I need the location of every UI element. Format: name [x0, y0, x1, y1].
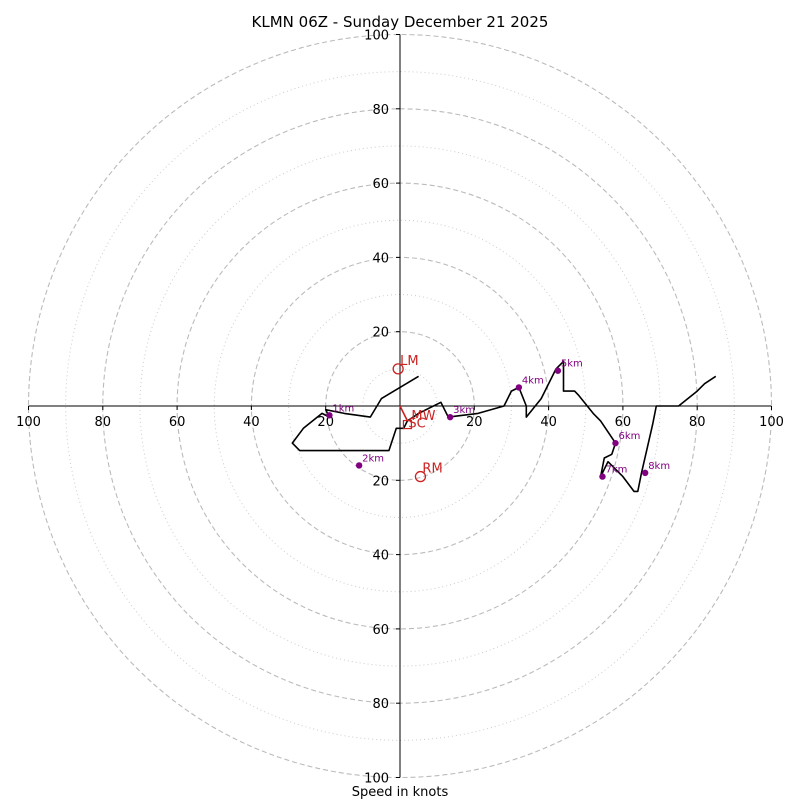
height-marker-6km — [612, 439, 619, 447]
height-marker-8km — [641, 469, 649, 477]
chart-title: KLMN 06Z - Sunday December 21 2025 — [252, 13, 549, 31]
storm-point-rm-label: RM — [422, 462, 442, 477]
hodograph-trace — [291, 360, 717, 493]
y-tick-label: 60 — [372, 177, 389, 192]
height-marker-7km — [599, 473, 606, 480]
x-tick-label: 40 — [540, 415, 557, 430]
height-marker-label-7km: 7km — [605, 465, 627, 476]
hodograph-line — [291, 360, 717, 493]
y-tick-label: 40 — [372, 549, 389, 564]
y-tick-label: 80 — [372, 697, 389, 712]
height-marker-label-4km: 4km — [522, 375, 544, 386]
y-tick-label: 100 — [364, 29, 389, 44]
storm-point-sc-marker — [402, 419, 413, 430]
y-tick-label: 20 — [372, 474, 389, 489]
y-tick-label: 40 — [372, 251, 389, 266]
x-tick-label: 40 — [243, 415, 260, 430]
y-tick-label: 80 — [372, 103, 389, 118]
x-tick-label: 100 — [16, 415, 41, 430]
height-marker-1km — [326, 412, 333, 419]
height-marker-3km — [446, 413, 454, 421]
y-tick-label: 100 — [364, 772, 389, 787]
x-tick-label: 100 — [759, 415, 784, 430]
x-tick-label: 60 — [615, 415, 632, 430]
height-marker-4km — [515, 384, 523, 391]
storm-point-lm-label: LM — [400, 354, 418, 369]
mean-wind-vector — [399, 405, 409, 422]
height-marker-5km — [554, 367, 562, 374]
storm-point-rm-marker — [414, 470, 427, 483]
y-tick-label: 60 — [372, 623, 389, 638]
height-marker-label-1km: 1km — [332, 403, 354, 414]
height-markers: 1km 2km 3km 4km 5km 6km 7km 8km — [326, 359, 670, 480]
tick-labels: 100 80 60 40 20 20 40 60 80 100 100 80 60 40 20 20 40 60 8… — [16, 29, 784, 787]
height-marker-label-2km: 2km — [362, 453, 384, 464]
x-tick-label: 80 — [95, 415, 112, 430]
x-tick-label: 80 — [689, 415, 706, 430]
storm-point-lm-marker — [392, 363, 404, 375]
height-marker-2km — [355, 462, 363, 469]
storm-point-sc-label: SC — [408, 417, 425, 432]
height-marker-label-8km: 8km — [648, 461, 670, 472]
height-marker-label-5km: 5km — [561, 359, 583, 370]
storm-point-mw-label: MW — [411, 409, 435, 424]
height-marker-label-6km: 6km — [618, 431, 640, 442]
height-marker-label-3km: 3km — [453, 405, 475, 416]
x-tick-label: 60 — [169, 415, 186, 430]
x-tick-label: 20 — [317, 415, 334, 430]
x-axis-label: Speed in knots — [352, 785, 449, 800]
x-tick-label: 20 — [466, 415, 483, 430]
y-tick-label: 20 — [372, 326, 389, 341]
